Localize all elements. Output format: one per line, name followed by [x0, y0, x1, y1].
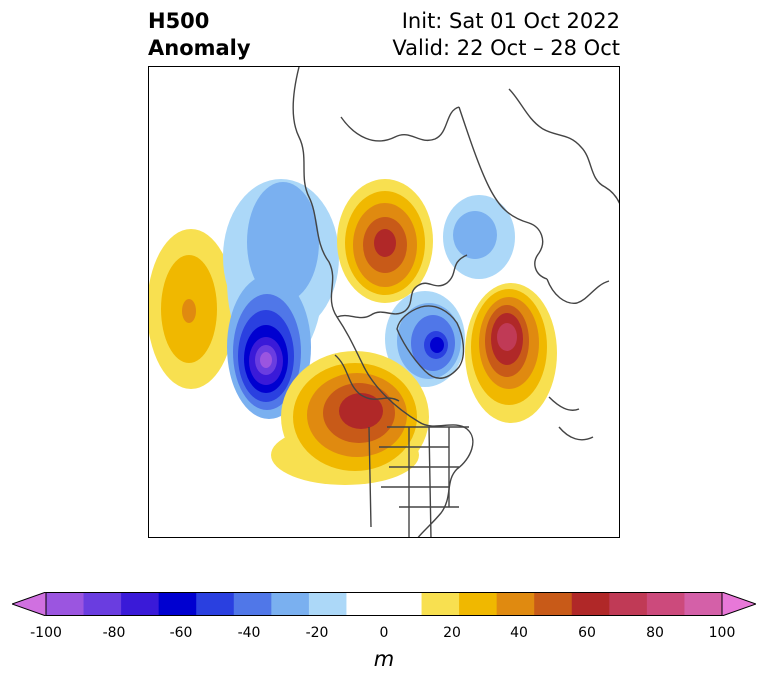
colorbar-cell [609, 592, 648, 616]
colorbar-cell [459, 592, 498, 616]
map-title-left: H500 Anomaly [148, 8, 251, 62]
colorbar-cell [308, 592, 347, 616]
colorbar-unit: m [373, 647, 395, 671]
anomaly-scandinavia [443, 195, 515, 279]
product-label: Anomaly [148, 36, 251, 60]
init-date: Init: Sat 01 Oct 2022 [401, 9, 620, 33]
coastlines [292, 67, 619, 537]
colorbar-cell [346, 592, 385, 616]
colorbar-outline [45, 592, 723, 616]
anomaly-central-canada [271, 351, 429, 485]
colorbar-cell [196, 592, 235, 616]
colorbar-extend-high [721, 592, 756, 616]
colorbar-tick: -60 [169, 625, 193, 641]
colorbar-extend-low [12, 592, 47, 616]
colorbar-cell [158, 592, 197, 616]
colorbar-cell [571, 592, 610, 616]
colorbar-cell [271, 592, 310, 616]
colorbar-tick: -80 [102, 625, 126, 641]
colorbar-cell [46, 592, 85, 616]
anomaly-greenland [385, 291, 465, 387]
colorbar-tick: -100 [30, 625, 62, 641]
colorbar-tick: 20 [443, 625, 461, 641]
anomaly-arctic-positive [337, 179, 433, 303]
map-title-right: Init: Sat 01 Oct 2022 Valid: 22 Oct – 28… [392, 8, 620, 62]
valid-range: Valid: 22 Oct – 28 Oct [392, 36, 620, 60]
colorbar-cell [83, 592, 122, 616]
colorbar-cells [12, 592, 756, 616]
anomaly-north-pacific [149, 229, 235, 389]
colorbar-cell [646, 592, 685, 616]
colorbar-cell [534, 592, 573, 616]
variable-label: H500 [148, 9, 210, 33]
colorbar-tick: -20 [305, 625, 329, 641]
map-canvas [149, 67, 619, 537]
colorbar [12, 592, 756, 616]
colorbar-tick: -40 [237, 625, 261, 641]
colorbar-cell [233, 592, 272, 616]
colorbar-tick: 60 [578, 625, 596, 641]
colorbar-cell [496, 592, 535, 616]
colorbar-tick: 100 [708, 625, 736, 641]
colorbar-cell [684, 592, 723, 616]
colorbar-cell [121, 592, 160, 616]
anomaly-gulf-of-alaska [223, 179, 339, 419]
colorbar-tick: 0 [379, 625, 389, 641]
anomaly-north-atlantic [465, 283, 557, 423]
colorbar-tick: 40 [510, 625, 528, 641]
colorbar-tick: 80 [646, 625, 664, 641]
colorbar-cell [384, 592, 423, 616]
colorbar-cell [421, 592, 460, 616]
anomaly-map [148, 66, 620, 538]
